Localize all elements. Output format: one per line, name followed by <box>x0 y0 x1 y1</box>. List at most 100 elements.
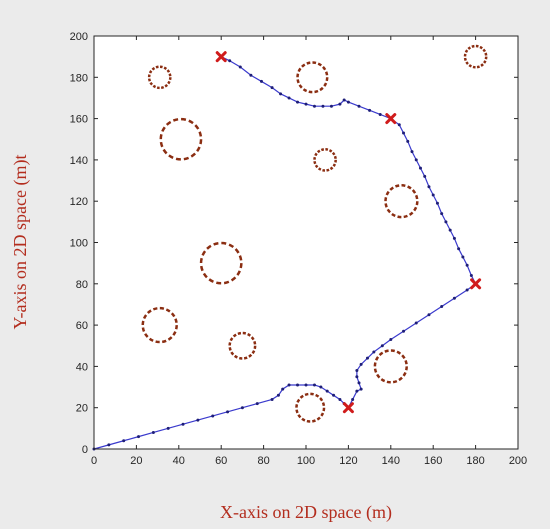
path-point <box>107 443 111 447</box>
x-axis-ticks: 0 20 40 60 80 100 120 140 160 180 200 <box>91 36 527 467</box>
path-point <box>452 296 456 300</box>
y-tick-label: 60 <box>76 320 88 332</box>
path-point <box>431 193 435 197</box>
path-point <box>279 92 283 96</box>
y-tick-label: 0 <box>82 444 88 456</box>
path-point <box>372 350 376 354</box>
x-tick-label: 140 <box>382 455 400 467</box>
path-point <box>465 263 469 267</box>
y-tick-label: 40 <box>76 361 88 373</box>
path-point <box>414 321 418 325</box>
y-tick-label: 160 <box>70 114 88 126</box>
path-point <box>249 73 253 77</box>
y-tick-label: 80 <box>76 279 88 291</box>
path-point <box>448 228 452 232</box>
path-point <box>281 387 285 391</box>
obstacle-circle <box>141 306 178 344</box>
path-point <box>365 356 369 360</box>
path-markers-layer <box>92 55 478 451</box>
path-point <box>166 426 170 430</box>
path-point <box>410 150 414 154</box>
path-point <box>355 389 359 393</box>
path-point <box>296 383 300 387</box>
waypoint-marker <box>215 51 227 63</box>
obstacles-layer <box>141 44 488 423</box>
path-point <box>359 362 363 366</box>
path-point <box>321 104 325 108</box>
path-point <box>296 100 300 104</box>
path-point <box>259 79 263 83</box>
obstacle-circle <box>384 184 419 219</box>
path-point <box>211 414 215 418</box>
path-point <box>319 385 323 389</box>
path-point <box>452 236 456 240</box>
path-point <box>389 338 393 342</box>
path-point <box>357 104 361 108</box>
path-point <box>312 383 316 387</box>
y-axis-title: Y-axis on 2D space (m)t <box>10 155 31 330</box>
path-point <box>465 288 469 292</box>
obstacle-circle <box>295 392 326 423</box>
path-point <box>380 344 384 348</box>
path-point <box>469 274 473 278</box>
obstacle-circle <box>313 148 337 172</box>
waypoint-marker <box>385 113 397 125</box>
path-point <box>287 383 291 387</box>
path-point <box>238 65 242 69</box>
obstacle-circle <box>147 65 172 90</box>
path-point <box>440 305 444 309</box>
x-tick-label: 40 <box>173 455 185 467</box>
path-point <box>338 397 342 401</box>
path-point <box>402 131 406 135</box>
path-point <box>440 212 444 216</box>
path-point <box>357 381 361 385</box>
y-tick-label: 100 <box>70 238 88 250</box>
path-point <box>355 369 359 373</box>
x-tick-label: 120 <box>339 455 357 467</box>
path-point <box>418 166 422 170</box>
obstacle-circle <box>296 61 329 94</box>
obstacle-circle <box>463 44 488 69</box>
obstacle-circle <box>199 241 243 285</box>
x-axis-title: X-axis on 2D space (m) <box>220 502 392 523</box>
path-point <box>359 387 363 391</box>
y-tick-label: 140 <box>70 155 88 167</box>
path-point <box>355 375 359 379</box>
path-point <box>342 98 346 102</box>
obstacle-circle <box>159 117 203 161</box>
path-point <box>196 418 200 422</box>
path-point <box>368 108 372 112</box>
path-point <box>457 247 461 251</box>
path-point <box>406 139 410 143</box>
path-point <box>287 96 291 100</box>
waypoints-layer <box>215 51 482 414</box>
path-point <box>397 123 401 127</box>
path-point <box>338 102 342 106</box>
path-point <box>423 174 427 178</box>
path-point <box>304 102 308 106</box>
y-tick-label: 120 <box>70 196 88 208</box>
path-point <box>255 402 259 406</box>
path-point <box>332 393 336 397</box>
path-point <box>226 410 230 414</box>
x-tick-label: 100 <box>297 455 315 467</box>
path-point <box>312 104 316 108</box>
path-point <box>427 313 431 317</box>
path-point <box>414 158 418 162</box>
x-tick-label: 80 <box>257 455 269 467</box>
y-tick-label: 20 <box>76 403 88 415</box>
obstacle-circle <box>228 331 257 360</box>
path-point <box>402 329 406 333</box>
path-point <box>346 100 350 104</box>
path-point <box>270 397 274 401</box>
path-point <box>151 430 155 434</box>
path-point <box>240 406 244 410</box>
path-point <box>444 220 448 224</box>
x-tick-label: 60 <box>215 455 227 467</box>
y-tick-label: 200 <box>70 31 88 43</box>
path-point <box>351 397 355 401</box>
path-point <box>435 201 439 205</box>
x-tick-label: 180 <box>466 455 484 467</box>
obstacle-circle <box>373 349 408 384</box>
